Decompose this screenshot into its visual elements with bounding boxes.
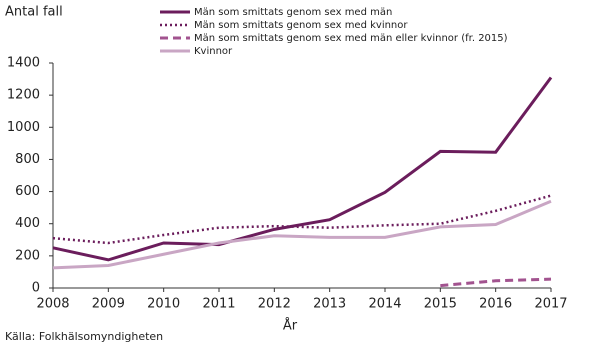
y-tick-label: 1400 — [7, 56, 40, 71]
x-tick-label: 2017 — [534, 297, 567, 312]
y-tick-label: 800 — [15, 152, 40, 167]
x-tick-label: 2014 — [368, 297, 401, 312]
source: Källa: Folkhälsomyndigheten — [5, 330, 163, 343]
legend-label: Män som smittats genom sex med män — [194, 7, 392, 18]
x-tick-label: 2013 — [313, 297, 346, 312]
legend-label: Kvinnor — [194, 46, 233, 57]
x-tick-label: 2009 — [92, 297, 125, 312]
x-tick-label: 2016 — [479, 297, 512, 312]
series-line — [52, 194, 552, 245]
x-tick-label: 2012 — [258, 297, 291, 312]
y-tick-label: 1200 — [7, 88, 40, 103]
y-tick-label: 600 — [15, 184, 40, 199]
x-tick-label: 2008 — [36, 297, 69, 312]
series-line — [52, 199, 552, 270]
x-tick-label: 2011 — [202, 297, 235, 312]
y-tick-label: 400 — [15, 216, 40, 231]
series-line — [440, 277, 552, 288]
legend-label: Män som smittats genom sex med män eller… — [194, 33, 508, 44]
y-tick-label: 200 — [15, 248, 40, 263]
x-axis-label: År — [283, 318, 298, 334]
legend-label: Män som smittats genom sex med kvinnor — [194, 20, 408, 31]
y-tick-label: 1000 — [7, 120, 40, 135]
y-axis-label: Antal fall — [5, 5, 63, 20]
y-tick-label: 0 — [32, 281, 40, 296]
series-line — [52, 76, 553, 262]
x-tick-label: 2015 — [424, 297, 457, 312]
x-tick-label: 2010 — [147, 297, 180, 312]
